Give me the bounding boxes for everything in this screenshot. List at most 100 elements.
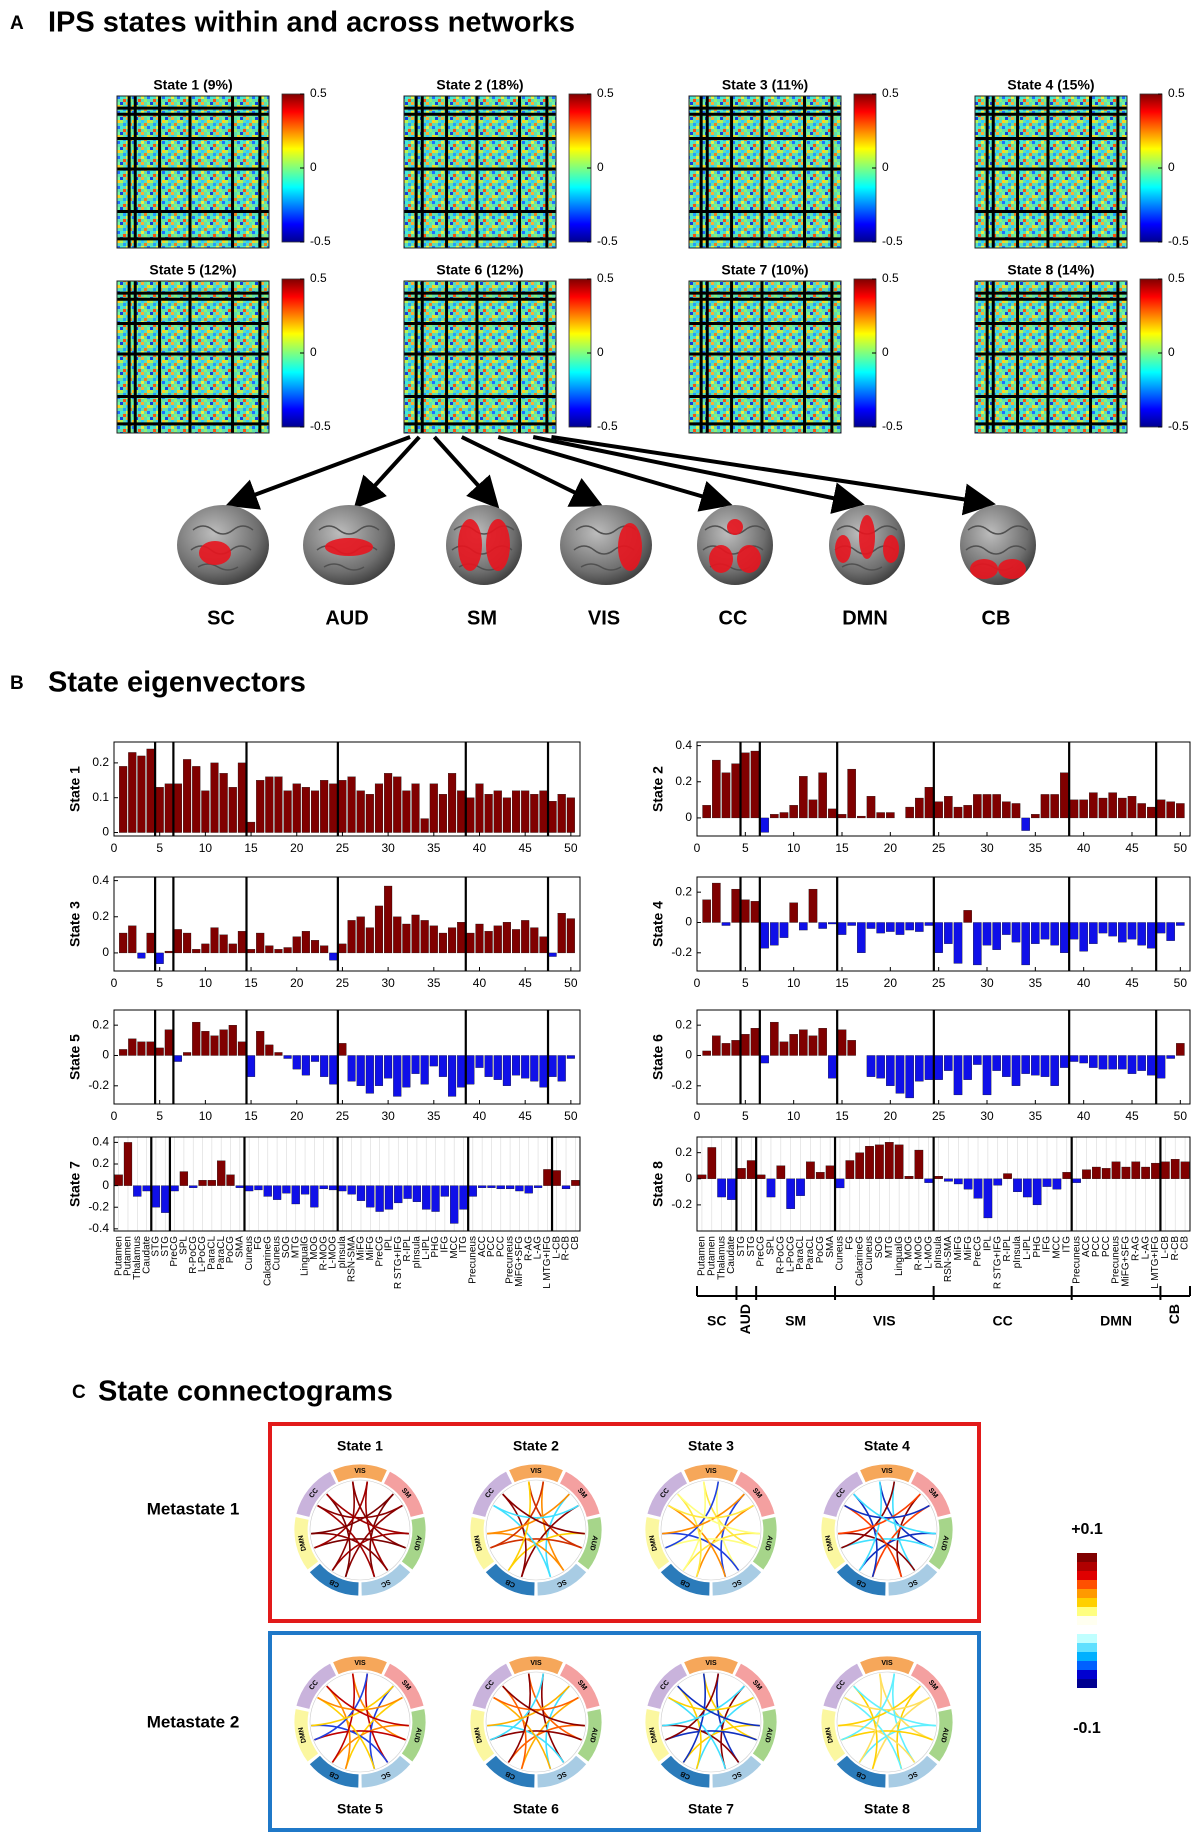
bar <box>1031 922 1040 944</box>
bar <box>201 943 210 954</box>
bar <box>114 1174 123 1186</box>
ring-label: AUD <box>412 1727 422 1743</box>
brain <box>446 505 522 585</box>
bar <box>493 790 502 833</box>
bar <box>310 940 320 954</box>
bar <box>155 952 164 964</box>
chord <box>502 1685 585 1727</box>
bar <box>875 1144 884 1179</box>
chord <box>853 1493 936 1535</box>
bar <box>1089 1055 1098 1068</box>
bar <box>1141 1166 1150 1179</box>
bar <box>828 1055 837 1079</box>
bar <box>530 1055 539 1082</box>
bar <box>530 927 539 954</box>
bar <box>402 923 411 954</box>
ring-segment <box>909 1470 952 1518</box>
bar <box>411 914 420 954</box>
bar <box>384 885 393 954</box>
bar <box>502 922 511 954</box>
plot-frame <box>113 1009 581 1105</box>
heatmap-border <box>403 280 557 434</box>
x-tick-label: 45 <box>1125 841 1139 855</box>
network-label: CB <box>982 607 1011 629</box>
bar <box>366 1185 375 1208</box>
ring-inner <box>485 1671 587 1773</box>
ring-segment <box>927 1516 954 1571</box>
chord <box>314 1481 369 1549</box>
x-tick-label: MOG <box>309 1236 320 1260</box>
x-tick-label: Caudate <box>726 1236 737 1274</box>
colorbar-tick-label: 0 <box>597 345 604 359</box>
x-tick-label: 40 <box>1077 1109 1091 1123</box>
bar <box>256 932 265 954</box>
x-tick-label: 35 <box>427 976 441 990</box>
bar <box>310 790 320 833</box>
bar <box>530 794 539 833</box>
colorbar-tick-label: 0 <box>310 345 317 359</box>
ring-label: VIS <box>705 1660 717 1667</box>
x-tick-label: 50 <box>1174 841 1188 855</box>
x-tick-label: Putamen <box>123 1236 134 1276</box>
x-tick-label: Putamen <box>706 1236 717 1276</box>
x-tick-label: ParaCL <box>216 1236 227 1270</box>
bar <box>835 1178 845 1189</box>
bar <box>137 952 146 959</box>
ring-segment <box>711 1754 763 1789</box>
bar <box>228 787 237 833</box>
bar <box>173 1055 182 1062</box>
y-tick-label: 0 <box>102 825 109 839</box>
x-tick-label: 35 <box>1029 1109 1043 1123</box>
bar <box>865 1145 874 1179</box>
bar <box>347 1185 356 1195</box>
x-tick-label: L-AG <box>533 1236 544 1260</box>
ring-segment <box>471 1662 514 1710</box>
ring-segment <box>927 1708 954 1763</box>
bar <box>420 818 429 833</box>
chord <box>314 1673 369 1741</box>
chord <box>662 1685 745 1727</box>
x-tick-label: FG <box>844 1236 855 1250</box>
bar <box>365 794 374 833</box>
bar <box>702 899 711 923</box>
y-axis-label: State 3 <box>67 901 83 947</box>
x-tick-label: STG <box>746 1236 757 1257</box>
bar <box>953 1178 963 1185</box>
bar <box>760 817 769 833</box>
bar <box>915 1055 924 1082</box>
brain-activation <box>458 519 482 571</box>
bar <box>394 1185 403 1204</box>
bar <box>566 797 575 833</box>
bar <box>548 1055 557 1077</box>
x-tick-label: SMA <box>234 1236 245 1258</box>
plot-frame <box>113 741 581 837</box>
x-tick-label: PHG <box>1032 1236 1043 1258</box>
heatmap <box>117 281 269 433</box>
x-tick-label: Cuneus <box>272 1236 283 1270</box>
bar <box>210 1035 219 1056</box>
ring-label: AUD <box>588 1535 598 1551</box>
x-tick-label: FG <box>253 1236 264 1250</box>
bar <box>1002 922 1011 935</box>
bar <box>521 1055 530 1079</box>
bar <box>876 1055 885 1079</box>
colorbar-label: -0.1 <box>1073 1720 1101 1737</box>
brain-activation <box>883 535 899 563</box>
bar <box>475 1055 484 1068</box>
x-tick-label: L-CB <box>551 1236 562 1259</box>
ring-inner <box>485 1479 587 1581</box>
ring-label: SC <box>556 1770 568 1781</box>
bar <box>328 1185 338 1191</box>
bar <box>457 1055 466 1088</box>
heatmap <box>975 96 1127 248</box>
chord <box>844 1504 930 1519</box>
bar <box>512 790 521 833</box>
ring-segment <box>835 1562 887 1597</box>
bar <box>566 918 575 954</box>
x-tick-label: 45 <box>518 1109 532 1123</box>
bar <box>374 783 384 833</box>
bar <box>702 1050 711 1056</box>
ring-segment <box>822 1470 865 1518</box>
x-tick-label: L-PoCG <box>197 1236 208 1272</box>
bar <box>557 1055 566 1082</box>
